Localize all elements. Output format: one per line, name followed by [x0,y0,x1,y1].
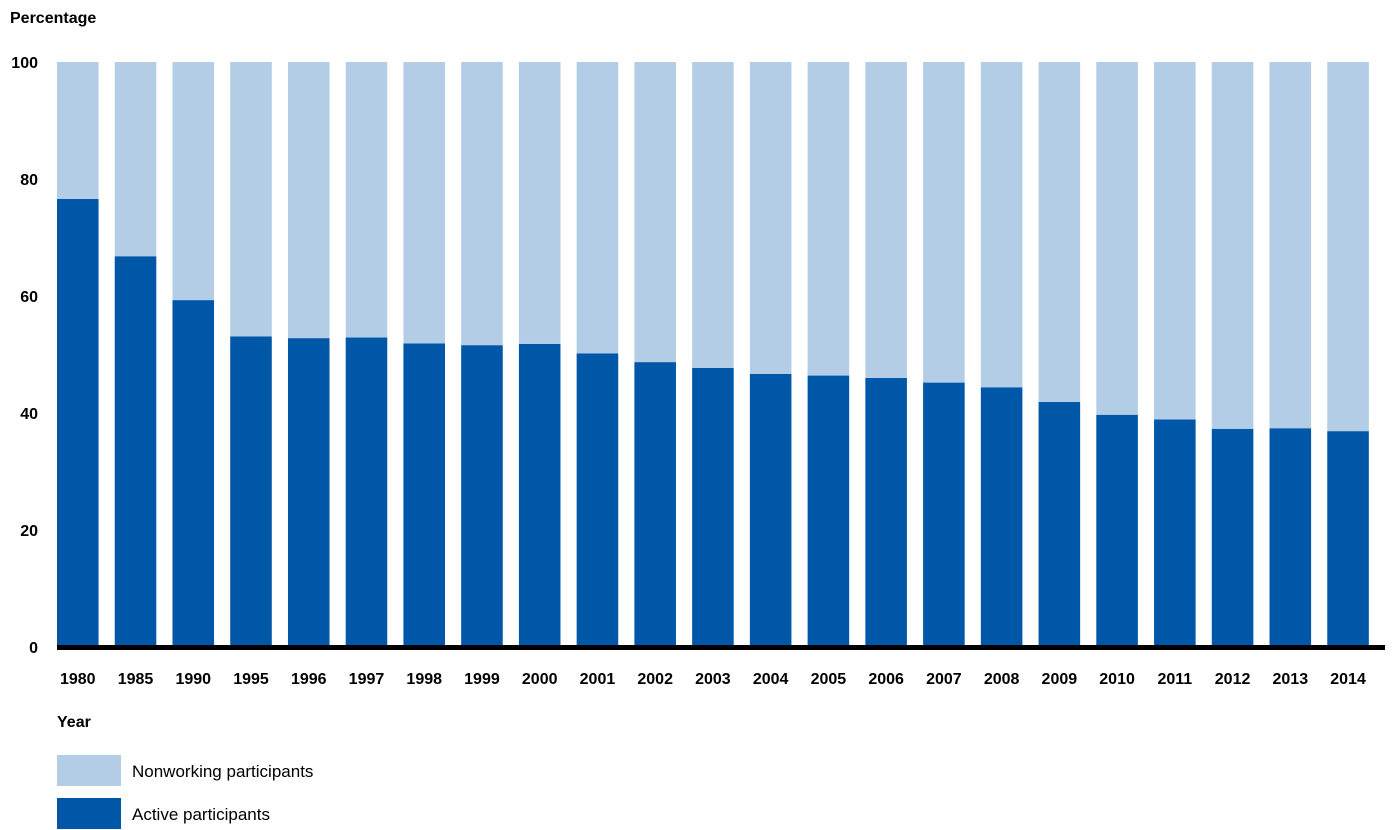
bar-nonworking-participants-2004 [749,62,792,374]
x-tick-label: 2009 [1042,671,1078,688]
bar-active-participants-2009 [1038,401,1081,647]
y-tick-label: 20 [20,523,38,540]
x-tick-label: 2005 [811,671,847,688]
bar-active-participants-1995 [230,336,272,647]
bar-active-participants-2011 [1154,419,1196,647]
y-axis-title: Percentage [10,10,96,27]
bar-nonworking-participants-1985 [114,62,157,257]
x-axis-ticks: 1980 1985 1990 1995 1996 1997 1998 1999 2000 2001… [60,671,1366,688]
bar-nonworking-participants-2008 [980,62,1023,388]
bar-active-participants-1996 [287,338,330,647]
x-tick-label: 1999 [464,671,500,688]
bar-nonworking-participants-2003 [692,62,734,368]
bar-nonworking-participants-2011 [1154,62,1196,420]
bar-nonworking-participants-2013 [1269,62,1312,429]
legend-label: Active participants [132,805,270,824]
bar-nonworking-participants-2007 [923,62,965,383]
x-tick-label: 2000 [522,671,558,688]
y-tick-label: 100 [11,55,38,72]
bar-active-participants-2007 [923,382,965,647]
bar-active-participants-2005 [807,375,850,647]
x-tick-label: 1980 [60,671,96,688]
x-axis-title: Year [57,714,91,731]
bar-active-participants-2014 [1327,431,1369,647]
bar-active-participants-2006 [865,377,907,647]
bar-nonworking-participants-2009 [1038,62,1081,402]
bar-active-participants-1990 [172,300,215,647]
x-tick-label: 2002 [637,671,673,688]
bar-nonworking-participants-1999 [461,62,503,346]
x-tick-label: 1998 [406,671,442,688]
x-tick-label: 1995 [233,671,269,688]
x-tick-label: 2013 [1273,671,1309,688]
bar-active-participants-2001 [576,353,619,647]
bars [57,62,1369,647]
bar-nonworking-participants-2010 [1096,62,1138,415]
y-tick-label: 80 [20,172,38,189]
bar-active-participants-2003 [692,367,734,647]
bar-nonworking-participants-1998 [403,62,445,344]
x-tick-label: 2014 [1330,671,1366,688]
bar-nonworking-participants-1997 [345,62,388,338]
bar-nonworking-participants-2005 [807,62,850,376]
x-tick-label: 2011 [1157,671,1192,688]
bar-active-participants-2013 [1269,428,1312,647]
bar-nonworking-participants-1990 [172,62,215,301]
x-tick-label: 2006 [868,671,904,688]
bar-active-participants-1997 [345,337,388,647]
bar-active-participants-2012 [1211,428,1254,647]
x-tick-label: 2012 [1215,671,1251,688]
bar-active-participants-2004 [749,373,792,647]
x-tick-label: 2007 [926,671,962,688]
bar-active-participants-2002 [634,362,676,647]
x-tick-label: 2001 [580,671,616,688]
bar-active-participants-1998 [403,343,445,647]
x-tick-label: 1990 [175,671,211,688]
x-tick-label: 1997 [349,671,385,688]
bar-active-participants-2010 [1096,414,1138,647]
y-tick-label: 0 [29,640,38,657]
bar-nonworking-participants-1996 [287,62,330,339]
legend-swatch [57,798,121,829]
bar-active-participants-1999 [461,345,503,647]
legend: Nonworking participants Active participan… [57,755,313,829]
x-tick-label: 1996 [291,671,327,688]
y-tick-label: 60 [20,289,38,306]
bar-nonworking-participants-2006 [865,62,907,378]
bar-nonworking-participants-2000 [518,62,561,344]
x-tick-label: 2008 [984,671,1020,688]
bar-nonworking-participants-1980 [57,62,99,199]
x-tick-label: 2010 [1099,671,1135,688]
bar-active-participants-1980 [57,198,99,647]
y-tick-label: 40 [20,406,38,423]
y-axis-ticks: 0 20 40 60 80 100 [11,55,38,657]
bar-nonworking-participants-2014 [1327,62,1369,432]
legend-swatch [57,755,121,786]
bar-nonworking-participants-2001 [576,62,619,354]
bar-nonworking-participants-2002 [634,62,676,363]
x-axis-baseline [57,645,1385,650]
bar-nonworking-participants-1995 [230,62,272,337]
legend-label: Nonworking participants [132,762,313,781]
bar-active-participants-1985 [114,256,157,647]
bar-nonworking-participants-2012 [1211,62,1254,429]
bar-active-participants-2008 [980,387,1023,647]
x-tick-label: 2003 [695,671,731,688]
bar-active-participants-2000 [518,343,561,647]
x-tick-label: 1985 [118,671,154,688]
x-tick-label: 2004 [753,671,789,688]
